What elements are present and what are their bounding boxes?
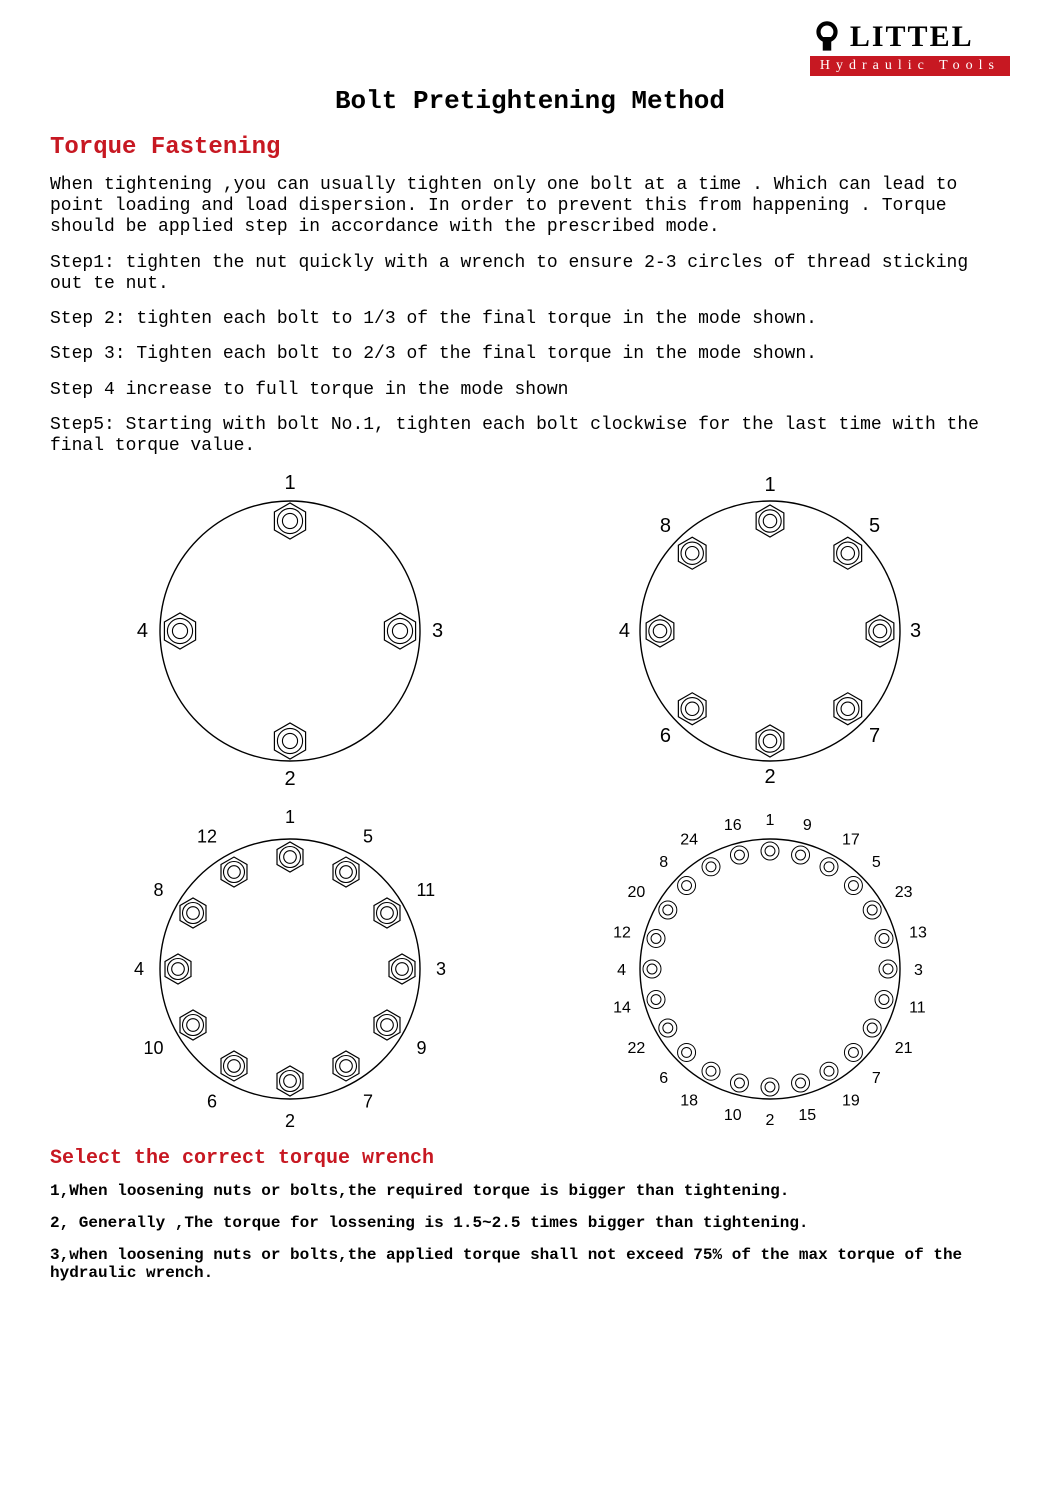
svg-text:1: 1	[766, 812, 775, 829]
step-1: Step1: tighten the nut quickly with a wr…	[50, 253, 1010, 295]
svg-text:22: 22	[627, 1040, 645, 1057]
svg-text:7: 7	[872, 1070, 881, 1087]
section-title: Torque Fastening	[50, 134, 1010, 161]
svg-text:21: 21	[895, 1040, 913, 1057]
step-3: Step 3: Tighten each bolt to 2/3 of the …	[50, 344, 1010, 365]
svg-text:6: 6	[659, 1070, 668, 1087]
svg-text:10: 10	[724, 1107, 742, 1124]
intro-paragraph: When tightening ,you can usually tighten…	[50, 175, 1010, 239]
svg-text:3: 3	[432, 620, 443, 642]
svg-text:9: 9	[416, 1038, 426, 1058]
svg-text:5: 5	[363, 827, 373, 847]
logo-icon	[810, 20, 844, 54]
svg-text:1: 1	[764, 474, 775, 496]
svg-text:3: 3	[436, 959, 446, 979]
svg-text:10: 10	[144, 1038, 164, 1058]
svg-text:4: 4	[617, 962, 626, 979]
logo-name: LITTEL	[850, 20, 974, 54]
svg-text:1: 1	[285, 807, 295, 827]
step-2: Step 2: tighten each bolt to 1/3 of the …	[50, 309, 1010, 330]
svg-text:2: 2	[766, 1112, 775, 1129]
svg-text:1: 1	[284, 472, 295, 494]
svg-text:2: 2	[285, 1111, 295, 1131]
svg-text:15: 15	[798, 1107, 816, 1124]
svg-text:23: 23	[895, 884, 913, 901]
page-title: Bolt Pretightening Method	[50, 86, 1010, 116]
svg-text:4: 4	[619, 620, 630, 642]
svg-text:11: 11	[416, 880, 435, 900]
flange-12-bolt: 123456789101112	[90, 799, 490, 1139]
wrench-note-3: 3,when loosening nuts or bolts,the appli…	[50, 1246, 1010, 1282]
svg-text:3: 3	[910, 620, 921, 642]
svg-text:4: 4	[134, 959, 144, 979]
svg-text:3: 3	[914, 962, 923, 979]
svg-text:12: 12	[613, 925, 631, 942]
svg-text:2: 2	[764, 766, 775, 788]
svg-text:19: 19	[842, 1093, 860, 1110]
wrench-title: Select the correct torque wrench	[50, 1147, 1010, 1170]
wrench-note-1: 1,When loosening nuts or bolts,the requi…	[50, 1182, 1010, 1200]
logo-block: LITTEL Hydraulic Tools	[50, 20, 1010, 76]
step-5: Step5: Starting with bolt No.1, tighten …	[50, 415, 1010, 457]
svg-text:6: 6	[207, 1092, 217, 1112]
svg-text:20: 20	[627, 884, 645, 901]
wrench-note-2: 2, Generally ,The torque for lossening i…	[50, 1214, 1010, 1232]
svg-text:7: 7	[869, 725, 880, 747]
svg-text:5: 5	[869, 515, 880, 537]
svg-text:18: 18	[680, 1093, 698, 1110]
flange-24-bolt: 123456789101112131415161718192021222324	[570, 799, 970, 1139]
flange-diagrams: 1234 12345678 123456789101112 1234567891…	[50, 471, 1010, 1139]
svg-text:17: 17	[842, 832, 860, 849]
svg-text:24: 24	[680, 832, 698, 849]
svg-text:8: 8	[660, 515, 671, 537]
svg-text:16: 16	[724, 817, 742, 834]
logo-subtitle: Hydraulic Tools	[810, 56, 1010, 76]
svg-text:8: 8	[659, 855, 668, 872]
svg-text:8: 8	[154, 880, 164, 900]
svg-text:6: 6	[660, 725, 671, 747]
svg-text:14: 14	[613, 1000, 631, 1017]
flange-8-bolt: 1 2 3 4 5 6 7 8	[585, 471, 955, 791]
step-4: Step 4 increase to full torque in the mo…	[50, 380, 1010, 401]
svg-text:4: 4	[137, 620, 148, 642]
svg-text:9: 9	[803, 817, 812, 834]
svg-text:7: 7	[363, 1092, 373, 1112]
svg-text:5: 5	[872, 855, 881, 872]
svg-text:2: 2	[284, 768, 295, 790]
svg-text:11: 11	[909, 1000, 926, 1017]
svg-text:13: 13	[909, 925, 927, 942]
flange-4-bolt: 1 2 3 4	[105, 471, 475, 791]
svg-text:12: 12	[197, 827, 217, 847]
